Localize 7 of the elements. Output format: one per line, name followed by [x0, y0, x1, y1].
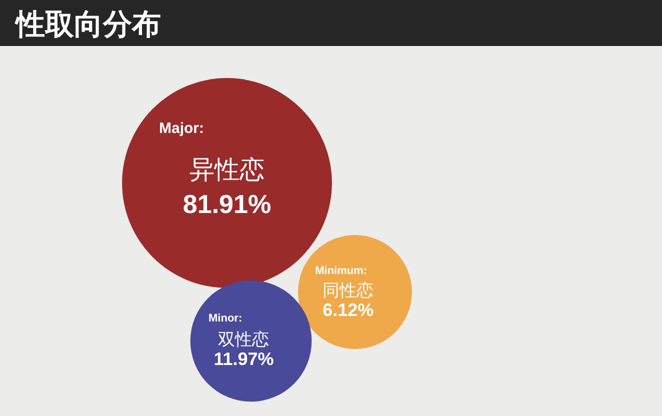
title: 性取向分布 [0, 0, 662, 46]
category-label: 异性恋 [190, 155, 264, 184]
category-label: 双性恋 [218, 330, 270, 350]
data-label: 81.91% [182, 189, 272, 219]
data-label: 6.12% [322, 300, 374, 320]
data-label: 11.97% [214, 349, 274, 369]
category-label: 同性恋 [322, 281, 374, 301]
